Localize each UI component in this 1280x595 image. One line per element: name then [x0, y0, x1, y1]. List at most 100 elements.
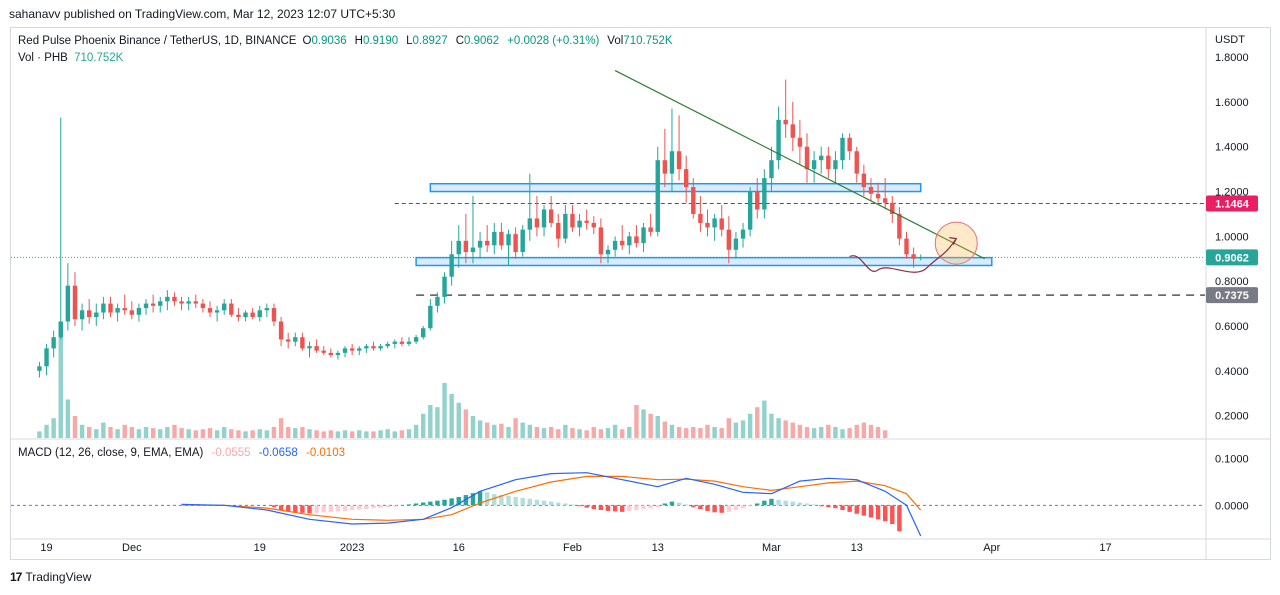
high-label: H [354, 35, 363, 47]
macd-histogram-bar [662, 503, 668, 506]
change-value: +0.0028 (+0.31%) [507, 35, 600, 47]
volume-bar [534, 427, 540, 438]
volume-bar [683, 428, 689, 438]
macd-line [181, 472, 922, 537]
support-resistance-zone [415, 256, 993, 267]
macd-histogram-bar [797, 502, 803, 506]
candle-body [44, 348, 49, 367]
volume-legend: Vol · PHB 710.752K [18, 52, 126, 64]
candle-body [65, 285, 71, 322]
candle-body [392, 341, 397, 344]
macd-histogram-bar [847, 505, 852, 512]
tradingview-logo[interactable]: 17 TradingView [10, 570, 91, 584]
macd-indicator-label[interactable]: MACD (12, 26, close, 9, EMA, EMA) [18, 447, 204, 459]
candle-body [847, 137, 852, 152]
time-tick-label: 13 [652, 542, 664, 554]
volume-bar [662, 421, 668, 438]
macd-histogram-bar [314, 505, 319, 513]
volume-bar [328, 430, 334, 438]
volume-bar [705, 424, 710, 438]
macd-histogram-bar [648, 505, 653, 509]
macd-histogram-bar [421, 502, 426, 506]
volume-indicator-label[interactable]: Vol · PHB [18, 52, 68, 64]
candle-body [293, 337, 298, 342]
volume-bar [648, 413, 653, 438]
volume-bar [108, 427, 113, 438]
candle-body [115, 308, 120, 313]
candle-body [413, 337, 419, 342]
macd-histogram-bar [676, 502, 682, 506]
volume-bar [65, 399, 71, 438]
close-value: 0.9062 [464, 35, 500, 47]
macd-histogram-bar [683, 504, 689, 506]
macd-histogram-bar [826, 505, 831, 508]
candle-body [826, 155, 831, 170]
macd-histogram-bar [591, 505, 596, 510]
volume-bar [172, 424, 177, 438]
macd-histogram-bar [641, 505, 646, 510]
candle-body [193, 301, 198, 304]
time-tick-label: Mar [762, 542, 781, 554]
macd-histogram-bar [534, 499, 540, 506]
volume-bar [314, 430, 319, 438]
volume-bar [385, 429, 390, 438]
volume-bar [463, 409, 469, 438]
candle-body [456, 240, 461, 255]
volume-bar [392, 431, 397, 438]
candle-body [236, 314, 241, 318]
candle-body [406, 341, 412, 344]
volume-bar [598, 429, 604, 438]
price-tick-label: 0.6000 [1215, 321, 1249, 333]
macd-histogram-bar [499, 495, 504, 506]
candle-body [484, 240, 490, 246]
candle-body [669, 151, 675, 174]
candle-body [683, 169, 689, 188]
volume-bar [300, 427, 305, 438]
volume-bar [321, 431, 326, 438]
macd-histogram-bar [882, 505, 888, 522]
axis-layer: 1.8000 1.6000 1.4000 1.2000 1.0000 0.8000 0.60… [40, 52, 1258, 554]
candle-body [179, 301, 184, 304]
macd-histogram-bar [470, 493, 476, 506]
price-tick-label: 1.6000 [1215, 97, 1249, 109]
candle-body [108, 303, 113, 313]
candle-body [435, 296, 440, 306]
candle-body [477, 240, 483, 248]
macd-histogram-bar [271, 505, 277, 508]
macd-histogram-bar [634, 505, 639, 510]
volume-bar [620, 429, 625, 438]
candle-body [755, 191, 760, 210]
volume-bar [150, 428, 156, 438]
macd-histogram-value: -0.0555 [211, 447, 251, 459]
macd-histogram-bar [861, 505, 867, 516]
low-label: L [406, 35, 413, 47]
candle-body [563, 213, 568, 239]
volume-bar [349, 431, 355, 438]
volume-bar [44, 424, 49, 438]
macd-histogram-bar [819, 505, 824, 507]
price-tick-label: 0.4000 [1215, 366, 1249, 378]
candle-body [200, 303, 206, 309]
candle-body [655, 160, 660, 232]
volume-bar [72, 416, 78, 438]
volume-bar [37, 431, 42, 438]
volume-bar [449, 394, 454, 438]
candle-body [627, 236, 632, 246]
volume-bar [264, 430, 270, 438]
macd-histogram-bar [627, 505, 632, 511]
candle-body [854, 151, 859, 174]
projection-arrowhead [949, 237, 958, 245]
macd-histogram-bar [897, 505, 902, 532]
volume-bar [357, 430, 362, 438]
last-price-tag [1206, 249, 1258, 266]
symbol-title[interactable]: Red Pulse Phoenix Binance / TetherUS, 1D… [18, 35, 297, 47]
macd-histogram-bar [769, 498, 774, 506]
candle-body [342, 348, 348, 353]
candle-body [257, 310, 262, 318]
macd-histogram-bar [712, 505, 717, 513]
candle-body [364, 346, 369, 349]
candle-body [335, 352, 341, 356]
level-price-tag-label: 1.1464 [1215, 199, 1250, 211]
macd-histogram-bar [804, 503, 810, 506]
